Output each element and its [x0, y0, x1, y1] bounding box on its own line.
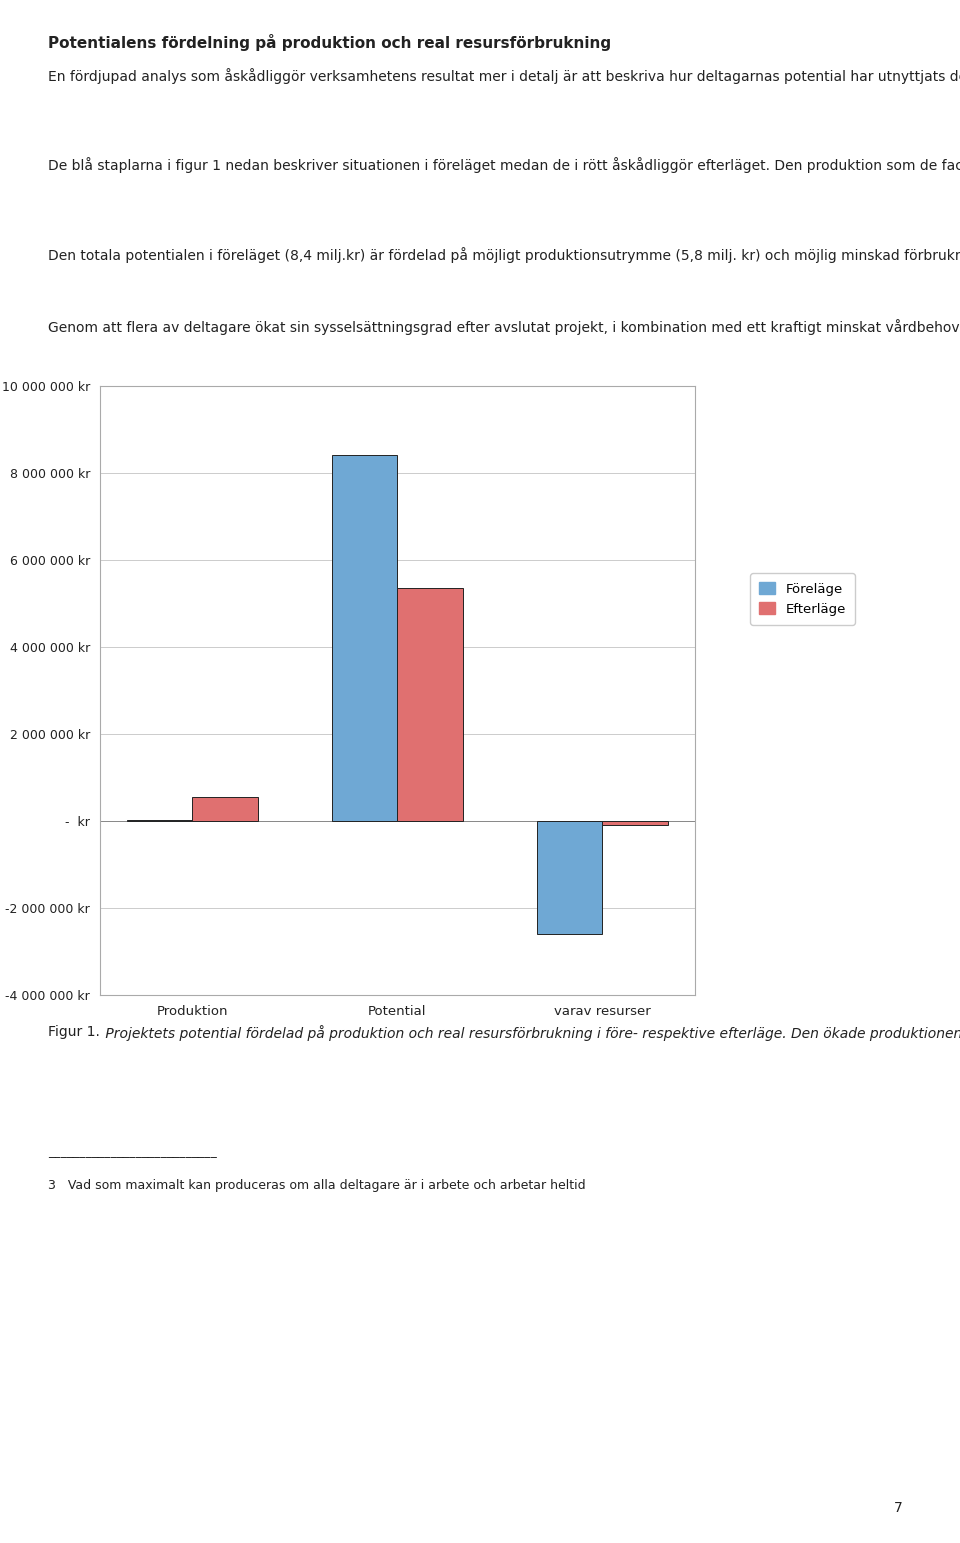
Text: Figur 1.: Figur 1.: [48, 1025, 100, 1038]
Bar: [193, 798, 258, 821]
Text: Potentialens fördelning på produktion och real resursförbrukning: Potentialens fördelning på produktion oc…: [48, 34, 612, 51]
Text: ___________________________: ___________________________: [48, 1145, 217, 1157]
Bar: [397, 588, 463, 821]
Bar: [537, 821, 602, 934]
Bar: [332, 455, 397, 821]
Text: En fördjupad analys som åskådliggör verksamhetens resultat mer i detalj är att b: En fördjupad analys som åskådliggör verk…: [48, 68, 960, 83]
Text: 3   Vad som maximalt kan produceras om alla deltagare är i arbete och arbetar he: 3 Vad som maximalt kan produceras om all…: [48, 1179, 586, 1191]
Text: Den totala potentialen i föreläget (8,4 milj.kr) är fördelad på möjligt produkti: Den totala potentialen i föreläget (8,4 …: [48, 247, 960, 262]
Bar: [602, 821, 668, 826]
Legend: Föreläge, Efterläge: Föreläge, Efterläge: [750, 572, 855, 625]
Text: 7: 7: [894, 1501, 902, 1515]
Text: Projektets potential fördelad på produktion och real resursförbrukning i före- r: Projektets potential fördelad på produkt…: [101, 1025, 960, 1040]
Text: Genom att flera av deltagare ökat sin sysselsättningsgrad efter avslutat projekt: Genom att flera av deltagare ökat sin sy…: [48, 319, 960, 335]
Text: De blå staplarna i figur 1 nedan beskriver situationen i föreläget medan de i rö: De blå staplarna i figur 1 nedan beskriv…: [48, 157, 960, 173]
